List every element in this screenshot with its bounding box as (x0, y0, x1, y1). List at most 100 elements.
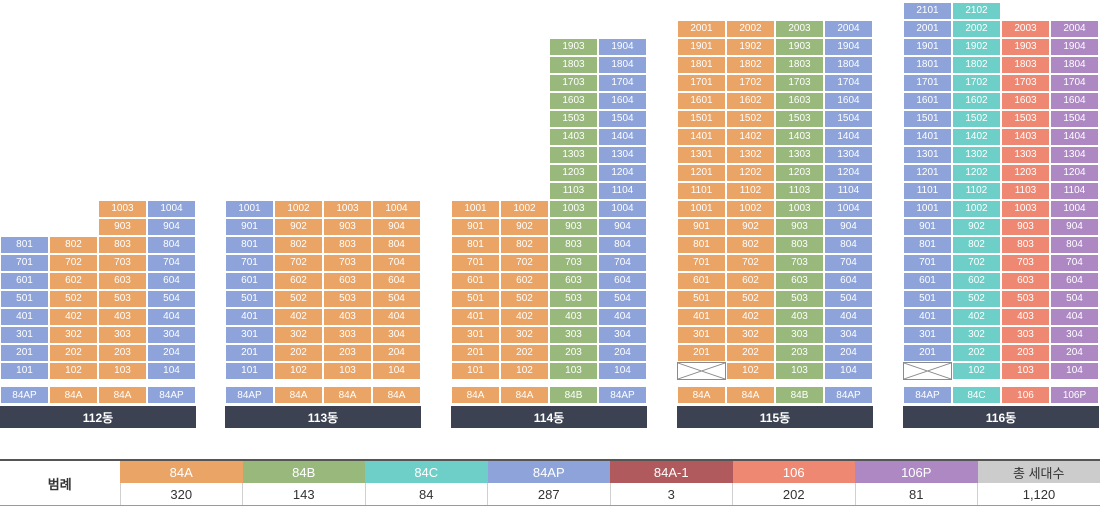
unit-cell: 1204 (1050, 164, 1099, 182)
unit-cell: 304 (598, 326, 647, 344)
unit-cell: 703 (549, 254, 598, 272)
unit-cell: 601 (677, 272, 726, 290)
unit-cell: 1701 (903, 74, 952, 92)
unit-cell: 103 (323, 362, 372, 380)
unit-cell: 103 (98, 362, 147, 380)
unit-cell: 1602 (952, 92, 1001, 110)
unit-cell: 1803 (1001, 56, 1050, 74)
unit-cell: 204 (598, 344, 647, 362)
unit-type-cell: 84A (500, 386, 549, 404)
unit-cell: 504 (598, 290, 647, 308)
unit-cell: 102 (274, 362, 323, 380)
unit-cell: 502 (49, 290, 98, 308)
unit-cell: 202 (952, 344, 1001, 362)
unit-cell: 703 (323, 254, 372, 272)
unit-cell: 801 (0, 236, 49, 254)
unit-cell: 704 (824, 254, 873, 272)
unit-cell: 601 (225, 272, 274, 290)
unit-cell: 903 (775, 218, 824, 236)
unit-cell: 1003 (1001, 200, 1050, 218)
unit-cell: 701 (677, 254, 726, 272)
unit-cell: 1504 (824, 110, 873, 128)
unit-cell: 404 (598, 308, 647, 326)
unit-cell: 103 (549, 362, 598, 380)
unit-cell: 704 (372, 254, 421, 272)
unit-cell: 302 (500, 326, 549, 344)
unit-cell: 903 (1001, 218, 1050, 236)
unit-cell: 1201 (677, 164, 726, 182)
unit-cell: 1901 (903, 38, 952, 56)
unit-cell: 604 (1050, 272, 1099, 290)
unit-cell: 201 (0, 344, 49, 362)
unit-cell: 802 (500, 236, 549, 254)
legend-title: 범례 (0, 459, 120, 506)
unit-cell: 1002 (500, 200, 549, 218)
unit-cell: 1104 (598, 182, 647, 200)
unit-cell: 1403 (549, 128, 598, 146)
unit-cell: 1904 (1050, 38, 1099, 56)
unit-cell: 803 (549, 236, 598, 254)
unit-cell: 702 (274, 254, 323, 272)
unit-cell: 201 (677, 344, 726, 362)
unit-cell: 1702 (952, 74, 1001, 92)
unit-type-cell: 84AP (225, 386, 274, 404)
unit-cell: 1004 (372, 200, 421, 218)
unit-cell: 1303 (549, 146, 598, 164)
unit-cell: 2101 (903, 2, 952, 20)
unit-cell: 401 (903, 308, 952, 326)
unit-cell: 1001 (451, 200, 500, 218)
unit-cell: 504 (372, 290, 421, 308)
unit-cell: 804 (372, 236, 421, 254)
unit-cell: 701 (451, 254, 500, 272)
building-name: 112동 (0, 406, 196, 428)
unit-cell: 1604 (824, 92, 873, 110)
unit-cell: 701 (903, 254, 952, 272)
unit-type-cell: 84A (372, 386, 421, 404)
unit-cell: 803 (775, 236, 824, 254)
unit-cell: 1401 (677, 128, 726, 146)
unit-cell: 103 (1001, 362, 1050, 380)
unit-cell: 1501 (903, 110, 952, 128)
legend-type-84AP: 84AP (487, 459, 610, 483)
unit-cell: 1004 (147, 200, 196, 218)
unit-cell: 102 (500, 362, 549, 380)
unit-cell: 1804 (598, 56, 647, 74)
unit-cell: 702 (49, 254, 98, 272)
unit-cell: 402 (274, 308, 323, 326)
unit-cell: 1301 (677, 146, 726, 164)
unit-cell: 1104 (1050, 182, 1099, 200)
legend-count-84C: 84 (364, 483, 488, 506)
unit-cell: 2003 (1001, 20, 1050, 38)
unit-cell: 104 (824, 362, 873, 380)
unit-cell: 404 (824, 308, 873, 326)
unit-cell: 2002 (952, 20, 1001, 38)
unit-cell: 1503 (549, 110, 598, 128)
unit-cell: 203 (549, 344, 598, 362)
unit-cell: 1202 (726, 164, 775, 182)
unit-cell: 301 (677, 326, 726, 344)
unit-cell: 801 (903, 236, 952, 254)
unit-cell: 1203 (775, 164, 824, 182)
unit-type-cell: 84AP (598, 386, 647, 404)
unit-cell: 503 (323, 290, 372, 308)
legend-type-84C: 84C (365, 459, 488, 483)
unit-cell: 601 (0, 272, 49, 290)
unit-cell: 1502 (726, 110, 775, 128)
unit-cell: 202 (274, 344, 323, 362)
unit-type-cell: 84AP (824, 386, 873, 404)
unit-cell: 203 (775, 344, 824, 362)
unit-cell: 2004 (824, 20, 873, 38)
unit-cell: 302 (49, 326, 98, 344)
unit-cell: 1502 (952, 110, 1001, 128)
unit-cell: 1901 (677, 38, 726, 56)
unit-cell: 102 (726, 362, 775, 380)
unit-cell: 1101 (903, 182, 952, 200)
unit-cell: 2102 (952, 2, 1001, 20)
legend-type-84A-1: 84A-1 (610, 459, 733, 483)
unit-cell: 1302 (952, 146, 1001, 164)
unit-cell: 303 (323, 326, 372, 344)
unit-cell: 1704 (1050, 74, 1099, 92)
unit-cell: 603 (775, 272, 824, 290)
unit-cell: 103 (775, 362, 824, 380)
